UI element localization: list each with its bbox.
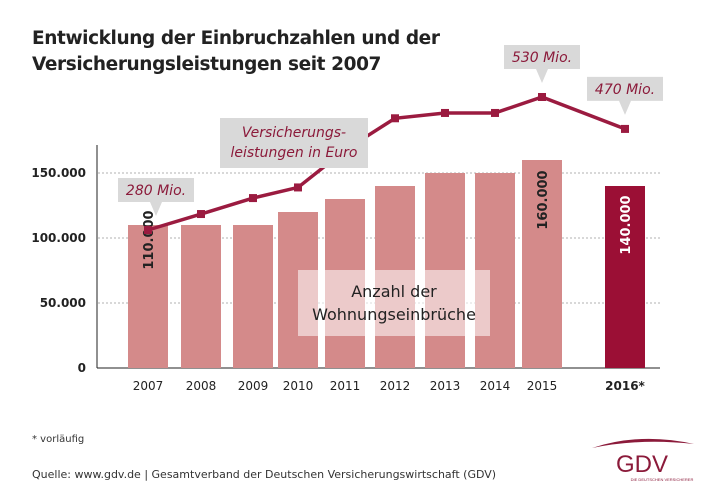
line-series-label: leistungen in Euro [231, 145, 358, 161]
x-tick-label: 2012 [380, 379, 411, 393]
x-tick-label: 2016* [605, 379, 645, 393]
bar-2008 [181, 225, 221, 368]
line-series-label: Versicherungs- [242, 125, 346, 141]
y-tick-label: 0 [78, 361, 86, 375]
line-point-2012 [391, 114, 399, 123]
svg-text:DIE DEUTSCHEN VERSICHERER: DIE DEUTSCHEN VERSICHERER [631, 477, 694, 482]
line-data-label: 530 Mio. [512, 50, 572, 66]
line-point-2015 [538, 93, 546, 101]
line-callout-box [587, 76, 663, 115]
source-text: Quelle: www.gdv.de | Gesamtverband der D… [32, 468, 497, 481]
footnote: * vorläufig [32, 434, 85, 445]
bar-series-label: Anzahl der [351, 282, 437, 301]
chart-title: Entwicklung der Einbruchzahlen und der V… [32, 28, 440, 75]
gdv-logo: GDV DIE DEUTSCHEN VERSICHERER [592, 438, 694, 482]
line-point-2010 [294, 183, 302, 192]
line-data-label: 470 Mio. [595, 82, 655, 98]
bar-series-label: Wohnungseinbrüche [312, 305, 476, 324]
bar-data-label: 140.000 [619, 195, 634, 254]
x-tick-label: 2009 [238, 379, 269, 393]
x-tick-label: 2010 [283, 379, 314, 393]
x-tick-label: 2007 [133, 379, 164, 393]
y-tick-label: 100.000 [31, 231, 86, 245]
line-point-2009 [249, 194, 257, 203]
line-callout-box [504, 45, 580, 83]
x-tick-label: 2011 [330, 379, 361, 393]
bar-data-label: 110.000 [142, 210, 157, 269]
chart: 0 50.000 100.000 150.000 2007 110.000 2008 2009… [31, 45, 663, 393]
line-series-label-box [220, 118, 368, 168]
x-tick-label: 2013 [430, 379, 461, 393]
y-tick-label: 150.000 [31, 166, 86, 180]
bar-2009 [233, 225, 273, 368]
bar-2007 [128, 225, 168, 368]
line-callout-box [118, 178, 194, 216]
line-point-2016* [621, 124, 629, 133]
line-point-2007 [144, 226, 152, 234]
line-series [147, 95, 626, 232]
bar-series-label-box [298, 270, 490, 336]
y-tick-label: 50.000 [40, 296, 86, 310]
line-point-2014 [491, 108, 499, 117]
svg-text:GDV: GDV [616, 451, 668, 478]
line-point-2008 [197, 210, 205, 219]
bar-2016* [605, 186, 645, 368]
x-tick-label: 2015 [527, 379, 558, 393]
x-tick-label: 2014 [480, 379, 511, 393]
bar-2015 [522, 160, 562, 368]
x-tick-label: 2008 [186, 379, 217, 393]
line-point-2013 [441, 108, 449, 117]
line-data-label: 280 Mio. [126, 183, 186, 199]
bar-data-label: 160.000 [536, 170, 551, 229]
